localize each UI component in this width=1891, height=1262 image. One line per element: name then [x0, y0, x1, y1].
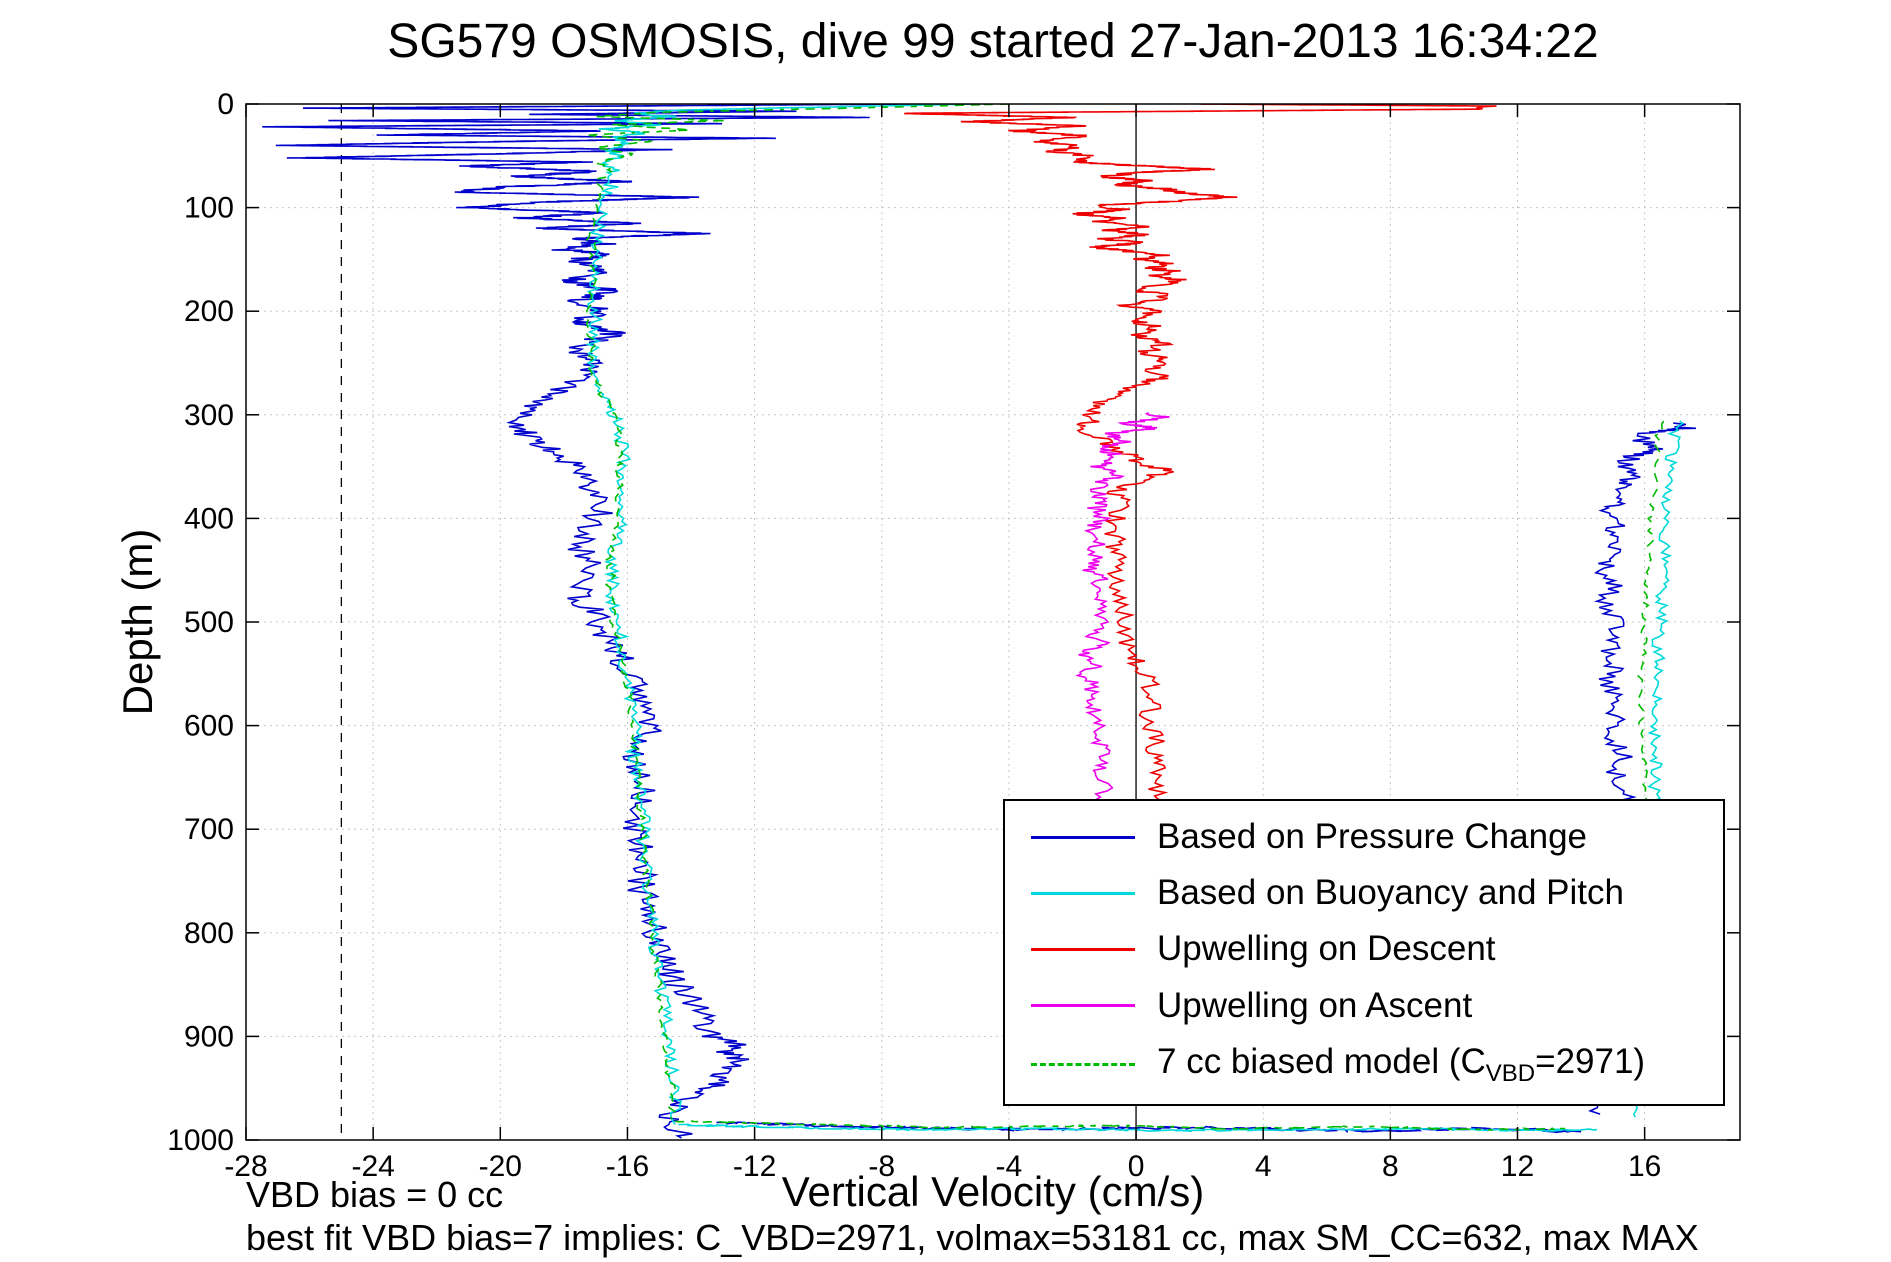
legend-line-upwelling-descent: [1031, 947, 1135, 951]
best-fit-annotation: best fit VBD bias=7 implies: C_VBD=2971,…: [246, 1217, 1699, 1258]
svg-text:500: 500: [184, 606, 234, 639]
svg-text:-24: -24: [351, 1150, 394, 1183]
svg-text:600: 600: [184, 710, 234, 743]
legend-entry-pressure: Based on Pressure Change: [1005, 817, 1723, 857]
y-axis-label: Depth (m): [114, 528, 161, 716]
legend-label-buoyancy: Based on Buoyancy and Pitch: [1157, 873, 1624, 913]
svg-text:-8: -8: [868, 1150, 895, 1183]
vbd-bias-annotation: VBD bias = 0 cc: [246, 1174, 504, 1215]
svg-text:700: 700: [184, 813, 234, 846]
svg-text:400: 400: [184, 502, 234, 535]
svg-text:4: 4: [1255, 1150, 1272, 1183]
legend-label-upwelling-descent: Upwelling on Descent: [1157, 929, 1496, 969]
svg-text:-16: -16: [606, 1150, 649, 1183]
svg-text:-4: -4: [996, 1150, 1023, 1183]
chart-title: SG579 OSMOSIS, dive 99 started 27-Jan-20…: [387, 15, 1599, 68]
x-axis-label: Vertical Velocity (cm/s): [781, 1168, 1205, 1215]
svg-text:200: 200: [184, 295, 234, 328]
svg-text:0: 0: [1128, 1150, 1145, 1183]
svg-text:0: 0: [217, 88, 234, 121]
svg-text:900: 900: [184, 1020, 234, 1053]
legend-entry-model: 7 cc biased model (CVBD=2971): [1005, 1042, 1723, 1088]
svg-text:8: 8: [1382, 1150, 1399, 1183]
legend-line-buoyancy: [1031, 891, 1135, 895]
svg-text:16: 16: [1628, 1150, 1661, 1183]
legend-entry-buoyancy: Based on Buoyancy and Pitch: [1005, 873, 1723, 913]
svg-text:-12: -12: [733, 1150, 776, 1183]
legend-label-upwelling-ascent: Upwelling on Ascent: [1157, 985, 1473, 1025]
legend-line-model: [1031, 1063, 1135, 1067]
svg-text:300: 300: [184, 399, 234, 432]
legend-entry-upwelling-ascent: Upwelling on Ascent: [1005, 986, 1723, 1026]
legend-entry-upwelling-descent: Upwelling on Descent: [1005, 929, 1723, 969]
svg-text:-28: -28: [224, 1150, 267, 1183]
legend-label-pressure: Based on Pressure Change: [1157, 817, 1587, 857]
svg-text:-20: -20: [479, 1150, 522, 1183]
svg-text:100: 100: [184, 192, 234, 225]
legend-line-pressure: [1031, 835, 1135, 839]
legend-line-upwelling-ascent: [1031, 1004, 1135, 1008]
svg-text:1000: 1000: [167, 1124, 234, 1157]
svg-text:800: 800: [184, 917, 234, 950]
legend-label-model: 7 cc biased model (CVBD=2971): [1157, 1041, 1646, 1087]
svg-text:12: 12: [1501, 1150, 1534, 1183]
legend: Based on Pressure Change Based on Buoyan…: [1003, 799, 1725, 1106]
